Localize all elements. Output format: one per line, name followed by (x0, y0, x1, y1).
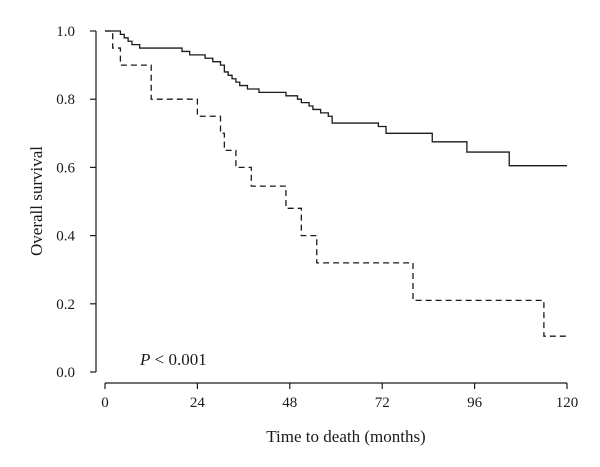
series (105, 30, 567, 337)
y-tick-label: 0.6 (56, 160, 75, 176)
p-value-text: < 0.001 (150, 350, 206, 369)
y-tick-label: 0.0 (56, 365, 75, 381)
survival-curve-solid (105, 30, 567, 167)
axes (95, 31, 567, 384)
y-tick-label: 0.4 (56, 229, 75, 245)
x-tick-label: 120 (556, 395, 579, 411)
ticks: 0.0 0.2 0.4 0.6 0.8 1.0 0 24 48 72 96 120 (56, 24, 578, 411)
x-tick-label: 24 (190, 395, 206, 411)
y-tick-label: 0.8 (56, 92, 75, 108)
y-tick-label: 0.2 (56, 297, 75, 313)
x-axis-title: Time to death (months) (266, 427, 425, 446)
x-tick-label: 72 (375, 395, 390, 411)
y-axis-title: Overall survival (27, 146, 46, 256)
p-symbol: P (139, 350, 150, 369)
y-tick-label: 1.0 (56, 24, 75, 40)
p-value-annotation: P < 0.001 (139, 350, 207, 369)
x-tick-label: 0 (101, 395, 109, 411)
x-tick-label: 96 (467, 395, 483, 411)
x-tick-label: 48 (282, 395, 297, 411)
survival-curve-dashed (105, 30, 567, 337)
